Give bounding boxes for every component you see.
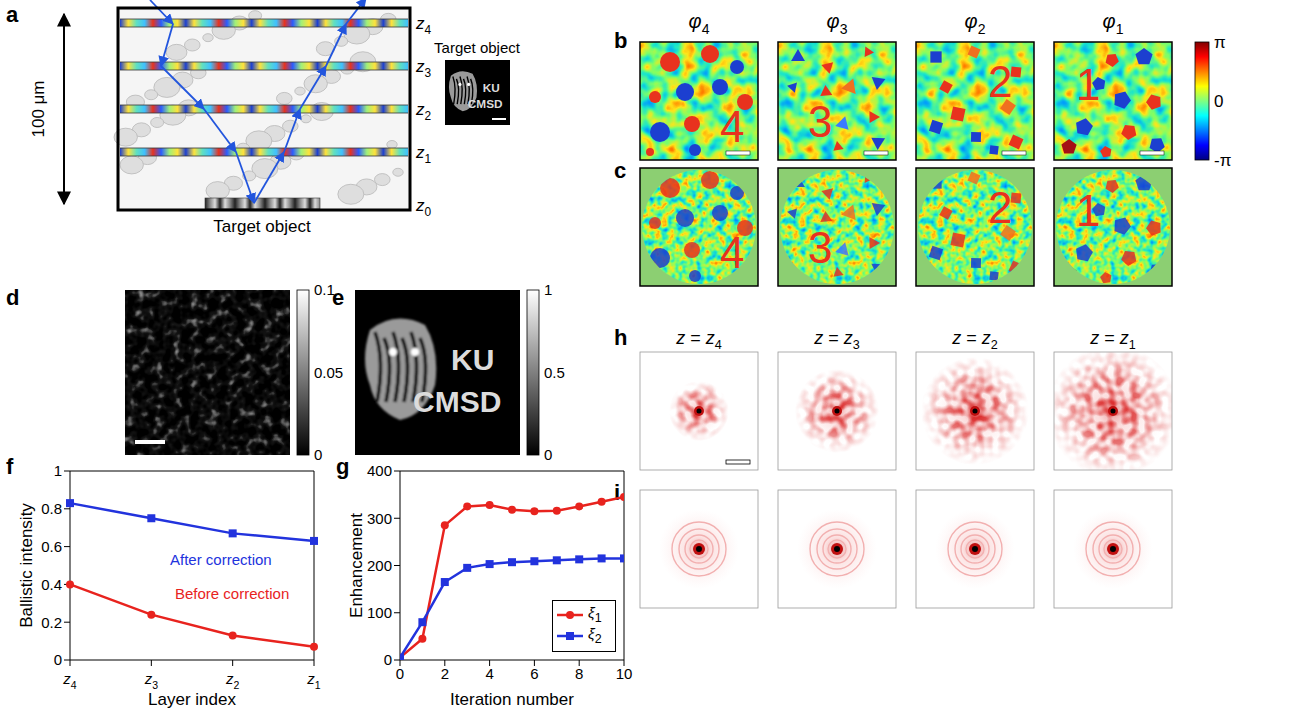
html-text:ξ2: ξ2 xyxy=(588,625,602,646)
svg-text:z0: z0 xyxy=(415,196,432,219)
svg-text:10: 10 xyxy=(616,665,633,682)
svg-text:z2: z2 xyxy=(415,100,432,123)
svg-text:1: 1 xyxy=(1076,60,1100,109)
svg-text:i: i xyxy=(614,480,620,505)
svg-text:4: 4 xyxy=(485,665,493,682)
svg-text:z4: z4 xyxy=(62,670,77,691)
svg-text:0.2: 0.2 xyxy=(41,614,62,631)
svg-text:3: 3 xyxy=(808,223,832,272)
svg-text:φ4: φ4 xyxy=(689,10,710,37)
svg-text:0: 0 xyxy=(1214,92,1223,111)
svg-text:0.8: 0.8 xyxy=(41,500,62,517)
svg-text:Ballistic intensity: Ballistic intensity xyxy=(17,503,36,628)
svg-text:KU: KU xyxy=(451,343,494,376)
svg-text:400: 400 xyxy=(367,462,392,479)
svg-text:100 μm: 100 μm xyxy=(29,80,48,137)
svg-text:z3: z3 xyxy=(415,57,432,80)
svg-text:Target object: Target object xyxy=(213,217,311,236)
svg-text:8: 8 xyxy=(575,665,583,682)
html-text:After correction: After correction xyxy=(170,551,272,568)
svg-text:Target object: Target object xyxy=(434,39,521,56)
svg-text:-π: -π xyxy=(1214,151,1231,170)
svg-text:100: 100 xyxy=(367,604,392,621)
svg-text:g: g xyxy=(336,454,349,479)
svg-text:2: 2 xyxy=(988,183,1012,232)
svg-text:e: e xyxy=(332,285,344,310)
svg-text:0.5: 0.5 xyxy=(544,364,565,381)
svg-text:CMSD: CMSD xyxy=(413,385,501,418)
html-text:Before correction: Before correction xyxy=(175,585,290,602)
svg-text:c: c xyxy=(614,158,626,183)
svg-text:0: 0 xyxy=(544,446,552,463)
svg-text:6: 6 xyxy=(530,665,538,682)
svg-text:Iteration number: Iteration number xyxy=(450,690,574,709)
svg-text:1: 1 xyxy=(54,462,62,479)
svg-text:0: 0 xyxy=(54,651,62,668)
svg-text:z4: z4 xyxy=(415,14,432,37)
svg-text:d: d xyxy=(6,285,19,310)
svg-text:f: f xyxy=(6,454,14,479)
svg-text:φ3: φ3 xyxy=(827,10,848,37)
svg-text:KU: KU xyxy=(483,81,500,95)
svg-text:2: 2 xyxy=(441,665,449,682)
svg-text:0.4: 0.4 xyxy=(41,576,62,593)
svg-text:4: 4 xyxy=(720,228,744,277)
svg-text:1: 1 xyxy=(544,281,552,298)
svg-text:z = z4: z = z4 xyxy=(675,328,722,352)
svg-text:z3: z3 xyxy=(144,670,159,691)
svg-text:300: 300 xyxy=(367,510,392,527)
svg-text:z = z2: z = z2 xyxy=(951,328,998,352)
svg-text:φ1: φ1 xyxy=(1103,10,1124,37)
html-text:ξ1: ξ1 xyxy=(588,604,602,625)
svg-text:200: 200 xyxy=(367,557,392,574)
svg-text:π: π xyxy=(1214,33,1226,52)
svg-text:0.1: 0.1 xyxy=(314,281,335,299)
svg-text:b: b xyxy=(614,28,627,53)
svg-text:0: 0 xyxy=(396,665,404,682)
svg-text:h: h xyxy=(614,325,627,350)
svg-text:a: a xyxy=(6,2,19,27)
svg-text:0: 0 xyxy=(314,446,322,463)
svg-text:z1: z1 xyxy=(306,670,321,691)
svg-text:φ2: φ2 xyxy=(965,10,986,37)
svg-text:2: 2 xyxy=(988,57,1012,106)
svg-text:1: 1 xyxy=(1076,186,1100,235)
svg-text:4: 4 xyxy=(720,102,744,151)
svg-text:0: 0 xyxy=(384,651,392,668)
svg-text:Layer index: Layer index xyxy=(148,690,236,709)
svg-text:z = z1: z = z1 xyxy=(1089,328,1136,352)
svg-text:0.6: 0.6 xyxy=(41,538,62,555)
svg-text:CMSD: CMSD xyxy=(468,97,503,111)
svg-text:3: 3 xyxy=(808,97,832,146)
svg-text:0.05: 0.05 xyxy=(314,364,343,381)
svg-text:z1: z1 xyxy=(415,143,432,166)
svg-text:Enhancement: Enhancement xyxy=(347,513,366,618)
svg-text:z2: z2 xyxy=(225,670,240,691)
svg-text:z = z3: z = z3 xyxy=(813,328,860,352)
